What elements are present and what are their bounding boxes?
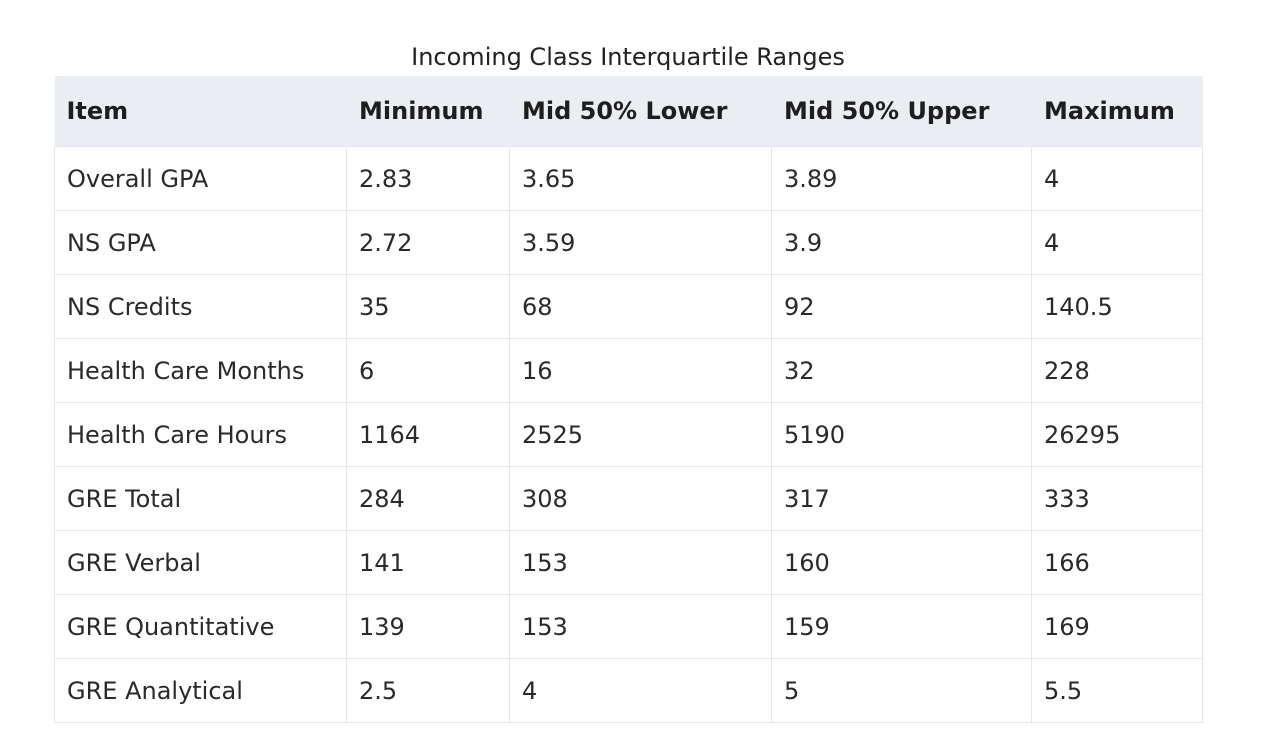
cell-mid-50-upper: 317 xyxy=(771,466,1032,531)
column-header-mid-50-lower: Mid 50% Lower xyxy=(509,76,772,147)
cell-minimum: 2.72 xyxy=(346,210,510,275)
cell-item: GRE Verbal xyxy=(54,530,347,595)
cell-mid-50-upper: 5190 xyxy=(771,402,1032,467)
cell-mid-50-lower: 153 xyxy=(509,530,772,595)
cell-maximum: 166 xyxy=(1031,530,1203,595)
cell-mid-50-upper: 32 xyxy=(771,338,1032,403)
cell-mid-50-upper: 159 xyxy=(771,594,1032,659)
cell-mid-50-lower: 4 xyxy=(509,658,772,723)
cell-maximum: 228 xyxy=(1031,338,1203,403)
table-row: GRE Total 284 308 317 333 xyxy=(54,466,1203,531)
table-row: GRE Quantitative 139 153 159 169 xyxy=(54,594,1203,659)
cell-mid-50-upper: 3.89 xyxy=(771,146,1032,211)
interquartile-ranges-table: Item Minimum Mid 50% Lower Mid 50% Upper… xyxy=(54,76,1203,723)
column-header-mid-50-upper: Mid 50% Upper xyxy=(771,76,1032,147)
cell-maximum: 169 xyxy=(1031,594,1203,659)
cell-item: Overall GPA xyxy=(54,146,347,211)
cell-minimum: 6 xyxy=(346,338,510,403)
cell-item: NS GPA xyxy=(54,210,347,275)
cell-maximum: 4 xyxy=(1031,210,1203,275)
cell-item: Health Care Months xyxy=(54,338,347,403)
table-row: Health Care Hours 1164 2525 5190 26295 xyxy=(54,402,1203,467)
table-caption: Incoming Class Interquartile Ranges xyxy=(411,43,845,71)
table-header-row: Item Minimum Mid 50% Lower Mid 50% Upper… xyxy=(54,76,1203,147)
cell-minimum: 141 xyxy=(346,530,510,595)
cell-item: NS Credits xyxy=(54,274,347,339)
table-row: GRE Analytical 2.5 4 5 5.5 xyxy=(54,658,1203,723)
cell-item: GRE Total xyxy=(54,466,347,531)
column-header-minimum: Minimum xyxy=(346,76,510,147)
cell-minimum: 139 xyxy=(346,594,510,659)
table-row: Overall GPA 2.83 3.65 3.89 4 xyxy=(54,146,1203,211)
cell-mid-50-lower: 16 xyxy=(509,338,772,403)
cell-item: GRE Quantitative xyxy=(54,594,347,659)
interquartile-table-container: Incoming Class Interquartile Ranges Item… xyxy=(54,38,1203,723)
column-header-maximum: Maximum xyxy=(1031,76,1203,147)
cell-maximum: 140.5 xyxy=(1031,274,1203,339)
cell-mid-50-lower: 68 xyxy=(509,274,772,339)
cell-minimum: 35 xyxy=(346,274,510,339)
table-row: GRE Verbal 141 153 160 166 xyxy=(54,530,1203,595)
cell-maximum: 5.5 xyxy=(1031,658,1203,723)
cell-item: Health Care Hours xyxy=(54,402,347,467)
cell-maximum: 4 xyxy=(1031,146,1203,211)
cell-mid-50-upper: 92 xyxy=(771,274,1032,339)
cell-maximum: 26295 xyxy=(1031,402,1203,467)
cell-item: GRE Analytical xyxy=(54,658,347,723)
cell-mid-50-lower: 153 xyxy=(509,594,772,659)
table-row: NS Credits 35 68 92 140.5 xyxy=(54,274,1203,339)
cell-mid-50-upper: 160 xyxy=(771,530,1032,595)
column-header-item: Item xyxy=(54,76,347,147)
cell-maximum: 333 xyxy=(1031,466,1203,531)
table-row: NS GPA 2.72 3.59 3.9 4 xyxy=(54,210,1203,275)
cell-mid-50-lower: 3.65 xyxy=(509,146,772,211)
cell-minimum: 2.83 xyxy=(346,146,510,211)
cell-mid-50-lower: 308 xyxy=(509,466,772,531)
cell-mid-50-lower: 2525 xyxy=(509,402,772,467)
cell-minimum: 1164 xyxy=(346,402,510,467)
cell-mid-50-lower: 3.59 xyxy=(509,210,772,275)
cell-mid-50-upper: 5 xyxy=(771,658,1032,723)
cell-mid-50-upper: 3.9 xyxy=(771,210,1032,275)
cell-minimum: 284 xyxy=(346,466,510,531)
cell-minimum: 2.5 xyxy=(346,658,510,723)
table-row: Health Care Months 6 16 32 228 xyxy=(54,338,1203,403)
